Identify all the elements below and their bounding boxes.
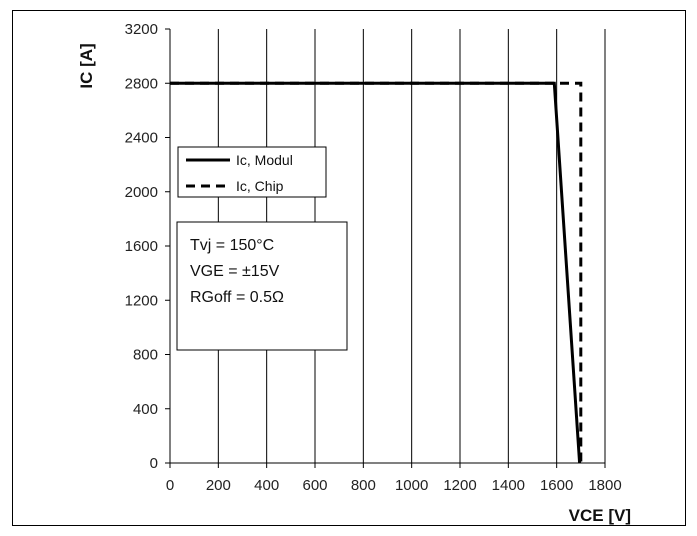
note-line-rgoff: RGoff = 0.5Ω (190, 289, 284, 306)
y-tick-label-1600: 1600 (125, 238, 158, 255)
note-box (176, 221, 348, 351)
y-tick-label-400: 400 (133, 401, 158, 418)
axes: 0 400 800 1200 1600 2000 2400 2800 3200 0 200 400 60… (125, 21, 622, 494)
x-tick-label-1800: 1800 (588, 477, 621, 494)
y-tick-label-800: 800 (133, 347, 158, 364)
x-tick-label-200: 200 (206, 477, 231, 494)
y-tick-label-0: 0 (150, 455, 158, 472)
x-axis-label: VCE [V] (569, 506, 631, 525)
x-tick-label-1000: 1000 (395, 477, 428, 494)
x-tick-label-400: 400 (254, 477, 279, 494)
series-line-ic-chip (170, 81, 583, 463)
legend: Ic, Modul Ic, Chip (177, 146, 327, 198)
y-tick-label-3200: 3200 (125, 21, 158, 38)
legend-label-modul: Ic, Modul (236, 152, 293, 168)
x-tick-label-800: 800 (351, 477, 376, 494)
x-tick-label-1400: 1400 (492, 477, 525, 494)
x-tick-label-0: 0 (166, 477, 174, 494)
grid (217, 29, 606, 463)
y-tick-label-2400: 2400 (125, 130, 158, 147)
legend-box (177, 146, 327, 198)
note-line-tvj: Tvj = 150°C (190, 237, 274, 254)
legend-label-chip: Ic, Chip (236, 178, 284, 194)
y-tick-label-2800: 2800 (125, 75, 158, 92)
x-tick-label-1200: 1200 (443, 477, 476, 494)
condition-note: Tvj = 150°C VGE = ±15V RGoff = 0.5Ω (176, 221, 348, 351)
y-tick-label-2000: 2000 (125, 184, 158, 201)
chart-frame (12, 10, 686, 526)
series-layer (170, 81, 583, 464)
y-tick-label-1200: 1200 (125, 292, 158, 309)
note-line-vge: VGE = ±15V (190, 263, 280, 280)
x-tick-label-1600: 1600 (540, 477, 573, 494)
x-tick-label-600: 600 (302, 477, 327, 494)
y-axis-label: IC [A] (77, 43, 96, 88)
